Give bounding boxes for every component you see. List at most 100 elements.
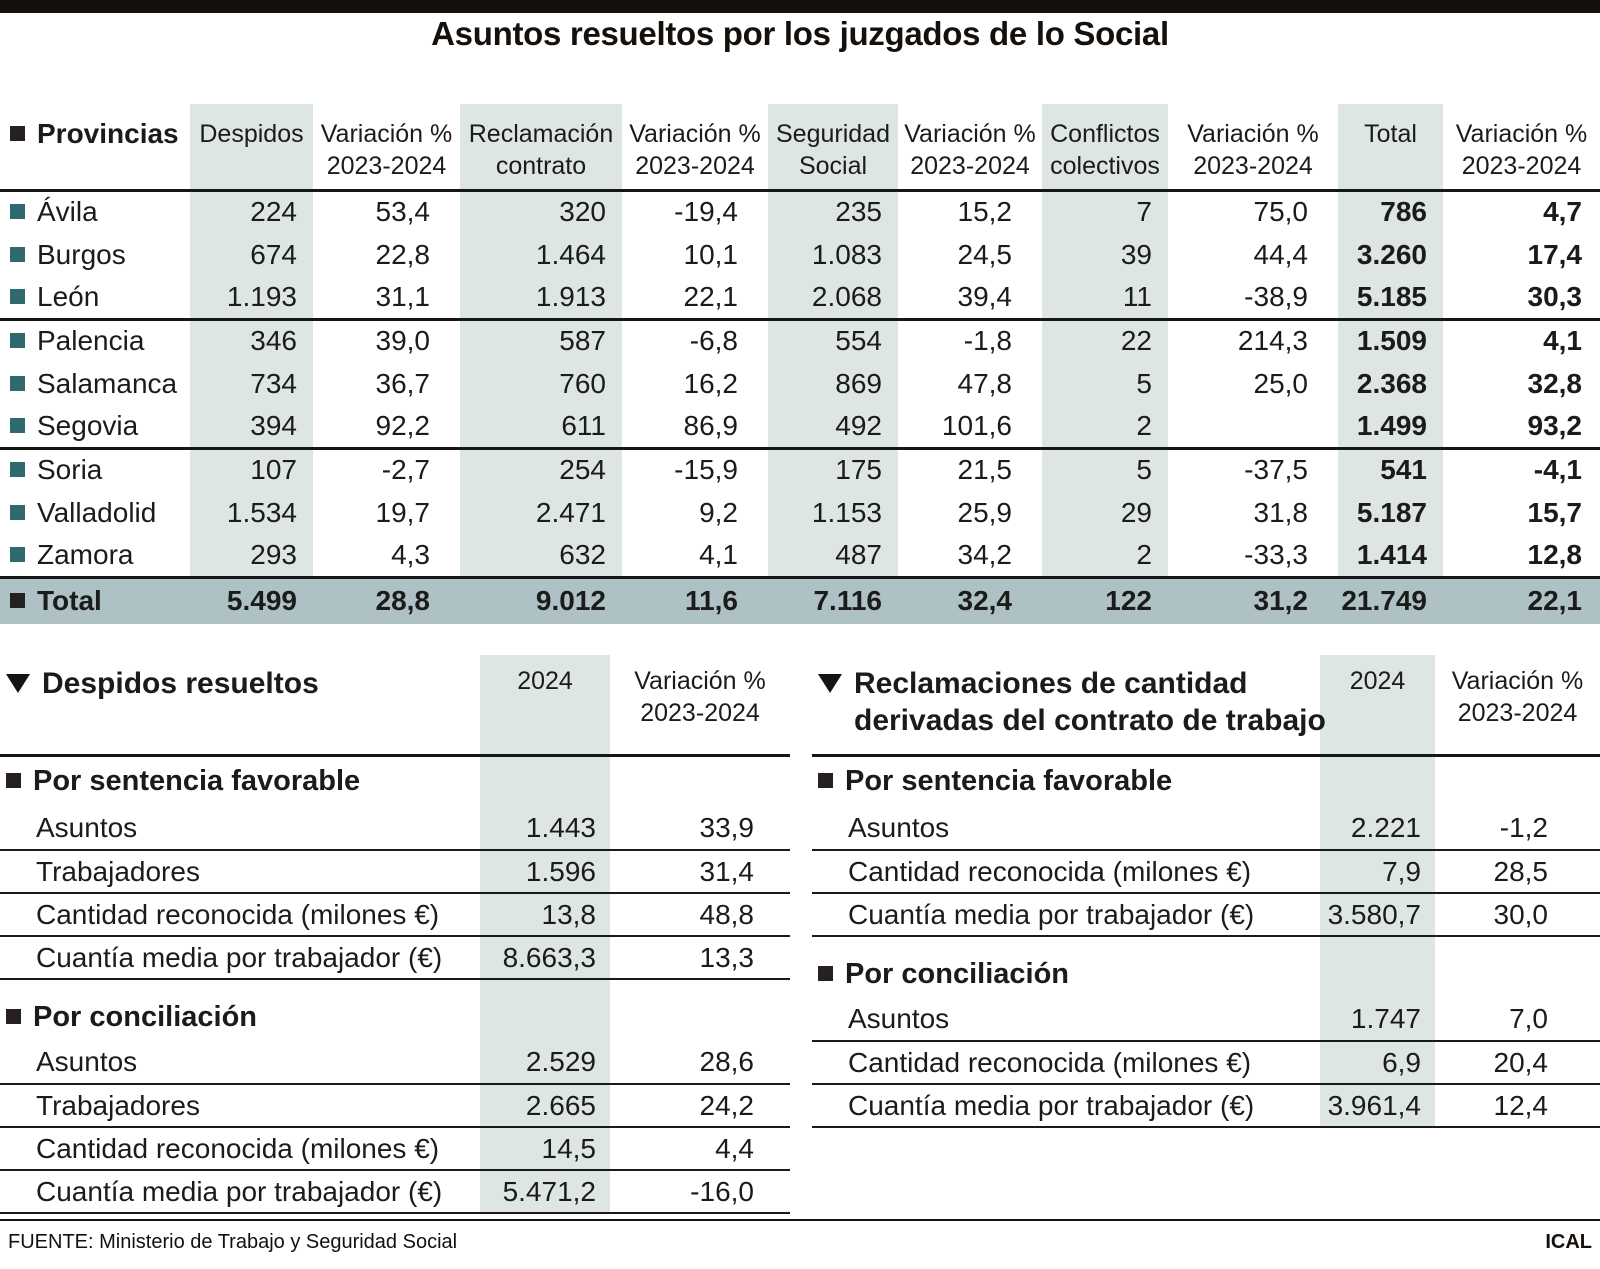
cell: 611 [460,405,622,448]
square-bullet-icon [10,246,25,262]
square-bullet-icon [6,773,21,789]
cell: 541 [1338,448,1443,491]
cell: 31,8 [1253,496,1309,528]
data-row: Asuntos 1.747 7,0 [812,998,1600,1041]
cell: 22,8 [375,238,431,270]
cell: 24,2 [699,1089,755,1121]
cell: 15,2 [957,196,1013,228]
triangle-down-icon [818,674,842,693]
cell: 2.529 [480,1041,610,1084]
cell: 11,6 [622,577,768,624]
cell: 320 [460,190,622,233]
cell: 214,3 [1237,325,1308,357]
empty-cell [480,979,610,1041]
cell: -33,3 [1244,538,1308,570]
data-row: Cantidad reconocida (milones €) 7,9 28,5 [812,850,1600,893]
cell: 31,4 [699,855,755,887]
cell: 9,2 [699,496,738,528]
cell: 5.471,2 [480,1170,610,1213]
data-row: Trabajadores 2.665 24,2 [0,1084,790,1127]
province-name: Burgos [37,238,126,270]
cell: -37,5 [1244,454,1308,486]
table-row: Palencia 346 39,0 587 -6,8 554 -1,8 22 2… [0,319,1600,362]
header-2024: 2024 [1320,655,1435,755]
province-name: Salamanca [37,367,178,399]
cell: 92,2 [375,409,431,441]
cell: -16,0 [690,1175,754,1207]
province-name: Ávila [37,196,98,228]
cell: -1,8 [963,325,1012,357]
cell: 86,9 [683,409,739,441]
cell: 48,8 [699,898,755,930]
cell: 554 [768,319,898,362]
cell: 19,7 [375,496,431,528]
cell: 47,8 [957,367,1013,399]
data-row: Cantidad reconocida (milones €) 13,8 48,… [0,893,790,936]
table-row: Zamora 293 4,3 632 4,1 487 34,2 2 -33,3 … [0,534,1600,577]
table-row: Valladolid 1.534 19,7 2.471 9,2 1.153 25… [0,491,1600,534]
cell: 25,0 [1253,367,1309,399]
table-row: Ávila 224 53,4 320 -19,4 235 15,2 7 75,0… [0,190,1600,233]
cell: 21.749 [1338,577,1443,624]
empty-cell [1435,755,1600,807]
cell: -1,2 [1499,812,1548,843]
cell: 93,2 [1527,409,1583,441]
cell: 5.499 [190,577,313,624]
cell: 1.509 [1338,319,1443,362]
header-variacion: Variación % 2023-2024 [1451,667,1584,727]
total-label: Total [37,585,102,617]
triangle-down-icon [6,674,30,693]
cell: 6,9 [1320,1041,1435,1084]
reclamaciones-header-row: Reclamaciones de cantidad derivadas del c… [812,655,1600,755]
row-label: Cuantía media por trabajador (€) [36,1175,443,1207]
cell: 2.221 [1320,807,1435,850]
cell: -6,8 [689,325,738,357]
total-label-cell: Total [0,577,190,624]
footer-rule [0,1219,1600,1221]
cell: 22 [1042,319,1168,362]
cell: 122 [1042,577,1168,624]
cell: 492 [768,405,898,448]
cell: 16,2 [683,367,739,399]
province-name: Valladolid [37,496,157,528]
province-name: Zamora [37,538,134,570]
cell: 3.961,4 [1320,1084,1435,1127]
cell: -19,4 [674,196,738,228]
cell: 53,4 [375,196,431,228]
cell: 2.368 [1338,362,1443,405]
cell: 4,3 [391,538,430,570]
cell: 7 [1042,190,1168,233]
empty-cell [1320,755,1435,807]
total-row: Total 5.499 28,8 9.012 11,6 7.116 32,4 1… [0,577,1600,624]
cell: 20,4 [1493,1046,1549,1078]
header-2024: 2024 [480,655,610,755]
data-row: Cuantía media por trabajador (€) 8.663,3… [0,936,790,979]
cell: 32,4 [898,577,1042,624]
table-row: Burgos 674 22,8 1.464 10,1 1.083 24,5 39… [0,233,1600,276]
cell: 2 [1042,534,1168,577]
cell: 11 [1042,276,1168,319]
data-row: Trabajadores 1.596 31,4 [0,850,790,893]
credit-text: ICAL [1545,1231,1592,1253]
row-label: Asuntos [36,1046,138,1077]
cell: 587 [460,319,622,362]
province-cell: León [0,276,190,319]
group-title-cell: Por conciliación [812,936,1320,998]
cell: 107 [190,448,313,491]
cell: 21,5 [957,454,1013,486]
cell: 254 [460,448,622,491]
square-bullet-icon [10,546,25,562]
header-variacion-4: Variación % 2023-2024 [1187,120,1319,180]
cell: 4,7 [1543,196,1582,228]
cell: 632 [460,534,622,577]
cell: 31,2 [1168,577,1338,624]
cell: 44,4 [1253,238,1309,270]
square-bullet-icon [6,1008,21,1024]
cell: 1.534 [190,491,313,534]
data-row: Cuantía media por trabajador (€) 5.471,2… [0,1170,790,1213]
cell: 1.596 [480,850,610,893]
cell: 1.083 [768,233,898,276]
cell: 101,6 [941,409,1012,441]
square-bullet-icon [818,965,833,981]
